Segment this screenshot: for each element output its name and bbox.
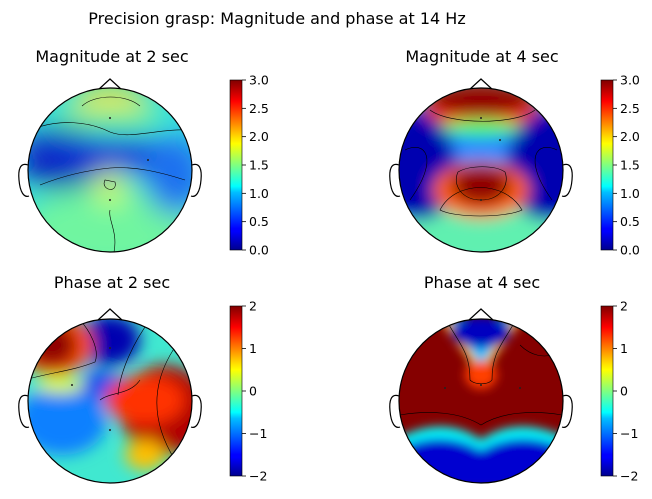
colorbar-tick-label: 1 xyxy=(249,341,257,356)
electrode-markers xyxy=(444,384,521,389)
head-circle xyxy=(27,318,193,484)
colorbar-tick-label: 3.0 xyxy=(620,73,640,88)
colorbar-tick-label: 2.0 xyxy=(620,129,640,144)
colorbar-tick-label: −2 xyxy=(249,469,267,484)
colorbar-tick-label: 1.0 xyxy=(620,186,640,201)
colorbar-tick-label: 3.0 xyxy=(249,73,269,88)
colorbar-tick-label: 0.0 xyxy=(620,243,640,258)
topomap-field xyxy=(399,319,563,483)
colorbar-tick-label: 0.5 xyxy=(620,214,640,229)
colorbar-tick-label: −1 xyxy=(249,426,267,441)
electrode-markers xyxy=(480,117,501,201)
colorbar-tick-label: 2 xyxy=(620,299,628,314)
panel-title: Magnitude at 2 sec xyxy=(35,47,188,66)
colorbar-tick-label: 2 xyxy=(249,299,257,314)
panel-magnitude-2s: Magnitude at 2 sec xyxy=(18,47,269,258)
colorbar-tick-label: −1 xyxy=(620,426,638,441)
colorbar-tick-label: 0 xyxy=(620,384,628,399)
colorbar-tick-label: 1.0 xyxy=(249,186,269,201)
panel-title: Magnitude at 4 sec xyxy=(405,47,558,66)
colorbar-tick-label: 1.5 xyxy=(620,158,640,173)
head-outline xyxy=(389,308,573,428)
colorbar-tick-label: −2 xyxy=(620,469,638,484)
panel-title: Phase at 4 sec xyxy=(424,273,540,292)
colorbar-tick-label: 2.5 xyxy=(620,101,640,116)
colorbar-tick-label: 1.5 xyxy=(249,158,269,173)
topomap-field xyxy=(28,319,192,483)
colorbar-tick-label: 0 xyxy=(249,384,257,399)
colorbar-tick-label: 1 xyxy=(620,341,628,356)
head-outline xyxy=(389,78,573,197)
colorbar: −2 −1 0 1 2 xyxy=(229,299,267,484)
colorbar-tick-label: 0.0 xyxy=(249,243,269,258)
topomap-field xyxy=(28,88,192,252)
topomap-field xyxy=(399,88,563,252)
colorbar: −2 −1 0 1 2 xyxy=(600,299,638,484)
colorbar: 0.0 0.5 1.0 1.5 2.0 2.5 3.0 xyxy=(229,73,269,258)
head-outline xyxy=(18,308,202,428)
panel-phase-4s: Phase at 4 sec xyxy=(389,273,638,484)
figure-suptitle: Precision grasp: Magnitude and phase at … xyxy=(88,9,465,28)
panel-phase-2s: Phase at 2 sec xyxy=(18,273,267,484)
panel-title: Phase at 2 sec xyxy=(54,273,170,292)
head-circle xyxy=(398,87,564,253)
electrode-markers xyxy=(71,347,111,431)
head-circle xyxy=(27,87,193,253)
colorbar-tick-label: 2.0 xyxy=(249,129,269,144)
panel-magnitude-4s: Magnitude at 4 sec xyxy=(389,47,640,258)
colorbar: 0.0 0.5 1.0 1.5 2.0 2.5 3.0 xyxy=(600,73,640,258)
electrode-markers xyxy=(109,117,149,201)
colorbar-tick-label: 0.5 xyxy=(249,214,269,229)
head-circle xyxy=(398,318,564,484)
colorbar-tick-label: 2.5 xyxy=(249,101,269,116)
head-outline xyxy=(18,78,202,197)
